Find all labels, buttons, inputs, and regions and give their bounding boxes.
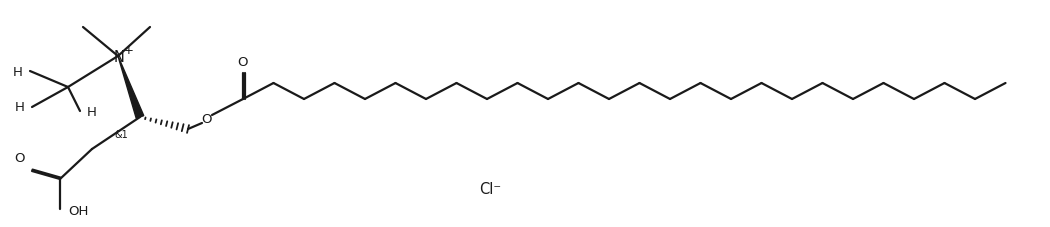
Text: O: O: [237, 56, 248, 69]
Text: &1: &1: [114, 129, 128, 139]
Text: Cl⁻: Cl⁻: [479, 182, 501, 197]
Text: H: H: [87, 106, 97, 119]
Text: N: N: [113, 49, 125, 64]
Polygon shape: [118, 57, 144, 119]
Text: +: +: [124, 43, 134, 56]
Text: H: H: [13, 65, 23, 78]
Text: O: O: [15, 151, 25, 164]
Text: H: H: [15, 101, 25, 114]
Text: OH: OH: [68, 205, 88, 217]
Text: O: O: [202, 113, 212, 126]
